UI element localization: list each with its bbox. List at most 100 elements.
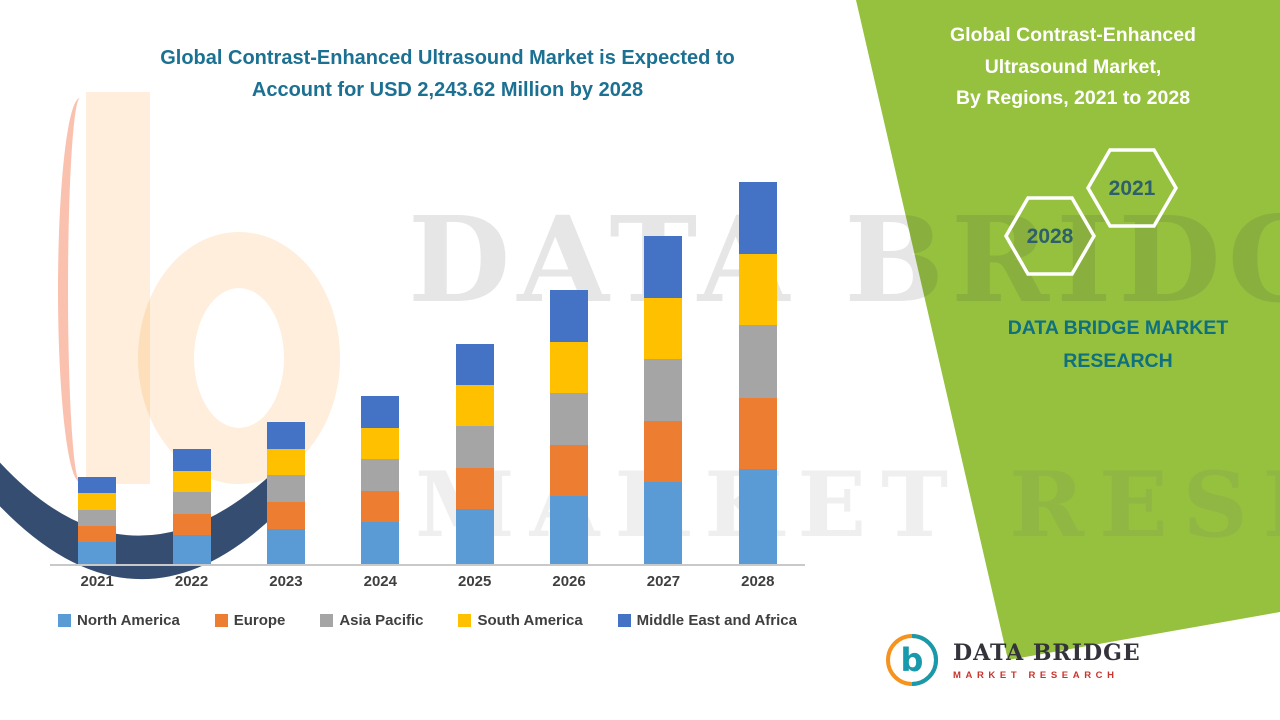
- bar-segment-2028-middle-east-and-africa: [738, 182, 777, 254]
- bar-segment-2023-europe: [266, 502, 305, 529]
- bar-segment-2023-middle-east-and-africa: [266, 422, 305, 449]
- legend-label: Middle East and Africa: [636, 612, 797, 629]
- footer-logo-text: DATA BRIDGE MARKET RESEARCH: [953, 640, 1141, 681]
- bar-segment-2022-south-america: [172, 470, 211, 493]
- bar-segment-2028-asia-pacific: [738, 324, 777, 398]
- x-axis-label-2026: 2026: [552, 573, 586, 590]
- bar-segment-2026-europe: [550, 444, 589, 496]
- bar-segment-2024-middle-east-and-africa: [361, 395, 400, 428]
- x-axis-label-2022: 2022: [174, 573, 209, 590]
- stacked-bar-2028: [738, 182, 777, 564]
- stacked-bar-2026: [550, 290, 589, 564]
- x-axis-label-2025: 2025: [458, 573, 492, 590]
- hexagon-2028-label: 2028: [1027, 225, 1074, 248]
- legend-label: Asia Pacific: [339, 612, 424, 629]
- x-axis-label-2023: 2023: [269, 573, 303, 590]
- bar-segment-2024-south-america: [361, 427, 400, 459]
- logo-letter: b: [901, 641, 924, 679]
- bar-segment-2027-middle-east-and-africa: [644, 236, 683, 298]
- bar-column-2028: [711, 182, 805, 564]
- bar-segment-2025-asia-pacific: [455, 426, 494, 469]
- bar-segment-2022-europe: [172, 513, 211, 536]
- bar-segment-2027-north-america: [644, 482, 683, 564]
- bar-segment-2024-north-america: [361, 522, 400, 565]
- bar-segment-2021-north-america: [78, 542, 117, 564]
- stacked-bar-2027: [644, 236, 683, 564]
- legend-item-north-america: North America: [58, 612, 180, 629]
- legend-item-europe: Europe: [214, 612, 286, 629]
- chart-title-line-2: Account for USD 2,243.62 Million by 2028: [251, 79, 644, 101]
- chart-x-labels: 2021 2022 2023 2024 2025 2026 2027 2028: [50, 573, 805, 590]
- bar-segment-2023-north-america: [266, 528, 305, 564]
- bar-segment-2025-middle-east-and-africa: [455, 344, 494, 386]
- panel-title-line-2: Ultrasound Market,: [984, 55, 1162, 78]
- bar-segment-2027-south-america: [644, 297, 683, 360]
- footer-brand-subtitle: MARKET RESEARCH: [953, 669, 1119, 681]
- stacked-bar-2025: [455, 344, 494, 564]
- bar-segment-2025-south-america: [455, 385, 494, 427]
- footer-logo: b DATA BRIDGE MARKET RESEARCH: [884, 632, 1141, 688]
- bar-segment-2024-asia-pacific: [361, 458, 400, 491]
- bar-column-2022: [144, 449, 238, 565]
- bar-column-2023: [239, 422, 333, 564]
- bar-segment-2025-europe: [455, 468, 494, 510]
- legend-label: Europe: [233, 612, 286, 629]
- bar-segment-2027-europe: [644, 421, 683, 483]
- bar-column-2021: [50, 477, 144, 564]
- bar-segment-2022-north-america: [172, 535, 211, 565]
- panel-brand-text: DATA BRIDGE MARKET RESEARCH: [958, 312, 1278, 378]
- legend-item-middle-east-and-africa: Middle East and Africa: [617, 612, 797, 629]
- stacked-bar-chart: 2021 2022 2023 2024 2025 2026 2027 2028 North A…: [50, 180, 805, 629]
- hexagon-2021: 2021: [1085, 148, 1179, 228]
- legend-swatch-icon: [458, 614, 472, 627]
- watermark-logo-accent-arc: [58, 98, 102, 482]
- bar-segment-2028-north-america: [738, 468, 777, 564]
- legend-swatch-icon: [617, 614, 631, 627]
- legend-swatch-icon: [58, 614, 71, 627]
- x-axis-label-2024: 2024: [363, 573, 397, 590]
- bar-segment-2026-middle-east-and-africa: [550, 290, 589, 342]
- bar-segment-2022-asia-pacific: [172, 492, 211, 514]
- bar-segment-2023-south-america: [266, 448, 305, 476]
- footer-brand-name: DATA BRIDGE: [953, 639, 1141, 666]
- legend-label: South America: [477, 612, 583, 629]
- panel-title-line-1: Global Contrast-Enhanced: [950, 24, 1196, 46]
- legend-swatch-icon: [320, 614, 334, 627]
- legend-item-asia-pacific: Asia Pacific: [320, 612, 424, 629]
- bar-segment-2022-middle-east-and-africa: [172, 449, 211, 471]
- chart-title-line-1: Global Contrast-Enhanced Ultrasound Mark…: [160, 47, 735, 69]
- panel-title-line-3: By Regions, 2021 to 2028: [955, 87, 1191, 110]
- data-bridge-logo-icon: b: [886, 634, 938, 686]
- bar-segment-2028-south-america: [738, 253, 777, 325]
- bar-column-2024: [333, 395, 427, 565]
- hexagon-2021-label: 2021: [1109, 177, 1156, 200]
- stacked-bar-2022: [172, 449, 211, 565]
- stacked-bar-2023: [266, 422, 305, 564]
- bar-segment-2025-north-america: [455, 509, 494, 564]
- panel-brand-line-2: RESEARCH: [1063, 349, 1173, 372]
- bar-segment-2021-europe: [78, 526, 117, 543]
- stacked-bar-2024: [361, 395, 400, 565]
- chart-plot: [50, 180, 805, 566]
- bar-segment-2023-asia-pacific: [266, 475, 305, 503]
- bar-segment-2024-europe: [361, 490, 400, 523]
- bar-segment-2026-north-america: [550, 495, 589, 564]
- bar-column-2026: [522, 290, 616, 564]
- x-axis-label-2028: 2028: [741, 573, 775, 590]
- bar-segment-2021-middle-east-and-africa: [78, 477, 117, 494]
- legend-item-south-america: South America: [458, 612, 583, 629]
- legend-label: North America: [77, 612, 180, 629]
- chart-title: Global Contrast-Enhanced Ultrasound Mark…: [70, 42, 825, 106]
- chart-legend: North America Europe Asia Pacific South Ame…: [50, 612, 805, 629]
- legend-swatch-icon: [214, 614, 228, 627]
- bar-segment-2026-asia-pacific: [550, 392, 589, 445]
- hexagon-2028: 2028: [1003, 196, 1097, 276]
- stacked-bar-2021: [78, 477, 117, 564]
- bar-segment-2021-south-america: [78, 493, 117, 510]
- bar-segment-2021-asia-pacific: [78, 509, 117, 527]
- x-axis-label-2027: 2027: [646, 573, 681, 590]
- green-panel-content: Global Contrast-Enhanced Ultrasound Mark…: [848, 0, 1280, 720]
- panel-brand-line-1: DATA BRIDGE MARKET: [1007, 317, 1229, 339]
- bar-column-2027: [616, 236, 710, 564]
